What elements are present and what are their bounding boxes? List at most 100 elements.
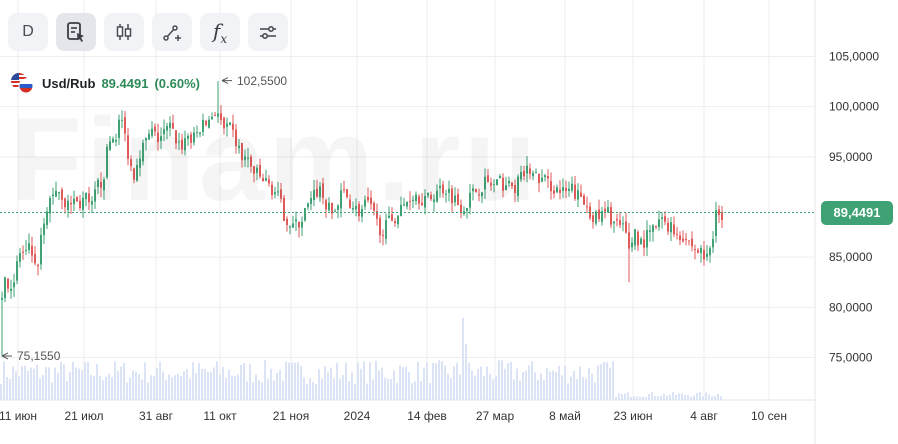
candle [142, 139, 144, 166]
drawing-tool-button[interactable] [152, 13, 192, 51]
volume-bar [633, 396, 635, 400]
candle [286, 216, 288, 232]
candle [454, 187, 456, 207]
volume-bar [45, 367, 47, 400]
symbol-legend[interactable]: Usd/Rub 89.4491 (0.60%) [10, 72, 200, 94]
volume-bar [336, 362, 338, 400]
candle-body [685, 238, 687, 241]
candle [85, 192, 87, 207]
candle-body [196, 131, 198, 133]
candle-body [94, 189, 96, 202]
volume-bar [483, 375, 485, 400]
candle-body [706, 253, 708, 257]
volume-bar [24, 365, 26, 400]
candle [253, 165, 255, 183]
candle-body [142, 142, 144, 162]
candle-body [583, 195, 585, 205]
candle-body [604, 208, 606, 212]
candle-body [721, 211, 723, 221]
candle-body [439, 185, 441, 189]
candle [403, 197, 405, 207]
volume-bar [573, 370, 575, 400]
candle [202, 113, 204, 136]
candle-body [124, 117, 126, 134]
volume-bar [498, 360, 500, 400]
candles-button[interactable] [104, 13, 144, 51]
candle [175, 130, 177, 150]
candle [322, 177, 324, 205]
volume-bar [120, 366, 122, 400]
timeframe-button[interactable]: D [8, 13, 48, 51]
candle [628, 222, 630, 283]
volume-bar [276, 373, 278, 400]
candle-body [232, 123, 234, 130]
volume-bar [531, 361, 533, 400]
candle-body [25, 249, 27, 251]
candle-body [250, 156, 252, 167]
candle [268, 175, 270, 187]
candle [550, 172, 552, 200]
candle-body [154, 126, 156, 132]
volume-bar [399, 365, 401, 400]
volume-bar [171, 377, 173, 400]
candle [604, 201, 606, 219]
volume-bar [102, 380, 104, 400]
candle [118, 114, 120, 146]
volume-bar [105, 376, 107, 400]
candle [274, 186, 276, 199]
x-tick-label: 27 мар [476, 409, 515, 423]
candle [49, 195, 51, 223]
candle [718, 205, 720, 224]
candle [19, 248, 21, 268]
candle [1, 291, 3, 356]
volume-bar [384, 377, 386, 400]
volume-bar [696, 392, 698, 400]
volume-bar [159, 361, 161, 400]
candle-body [31, 245, 33, 256]
volume-bar [357, 362, 359, 400]
candle [280, 182, 282, 203]
candle [517, 174, 519, 202]
x-tick-label: 21 июл [64, 409, 103, 423]
candle-body [82, 197, 84, 210]
candle-body [169, 122, 171, 129]
candle-body [649, 230, 651, 232]
y-tick-label: 75,0000 [829, 351, 873, 365]
candle [679, 231, 681, 246]
candle-body [703, 249, 705, 260]
settings-button[interactable] [248, 13, 288, 51]
volume-bar [144, 362, 146, 400]
volume-bar [258, 380, 260, 400]
candle [67, 194, 69, 218]
indicators-button[interactable]: fx [200, 13, 240, 51]
candle [649, 225, 651, 242]
candle-body [97, 179, 99, 187]
volume-bar [705, 392, 707, 400]
volume-bar [693, 395, 695, 400]
candle-body [10, 288, 12, 291]
candle-body [64, 198, 66, 208]
candle-body [607, 207, 609, 213]
candle [616, 213, 618, 227]
candle [439, 178, 441, 198]
candle [40, 227, 42, 270]
candle [406, 201, 408, 210]
candle [475, 188, 477, 193]
candle [394, 218, 396, 227]
volume-bar [417, 361, 419, 400]
candle [568, 181, 570, 197]
volume-bar [288, 362, 290, 400]
low-marker-label: 75,1550 [17, 349, 61, 363]
candle-body [19, 253, 21, 262]
candle [442, 180, 444, 198]
volume-bar [63, 364, 65, 400]
volume-bar [366, 383, 368, 400]
volume-bar [690, 396, 692, 400]
candle [562, 178, 564, 199]
candle-body [385, 220, 387, 239]
volume-bar [561, 375, 563, 400]
trade-tool-button[interactable] [56, 13, 96, 51]
volume-bar [699, 392, 701, 400]
volume-bar [327, 372, 329, 400]
